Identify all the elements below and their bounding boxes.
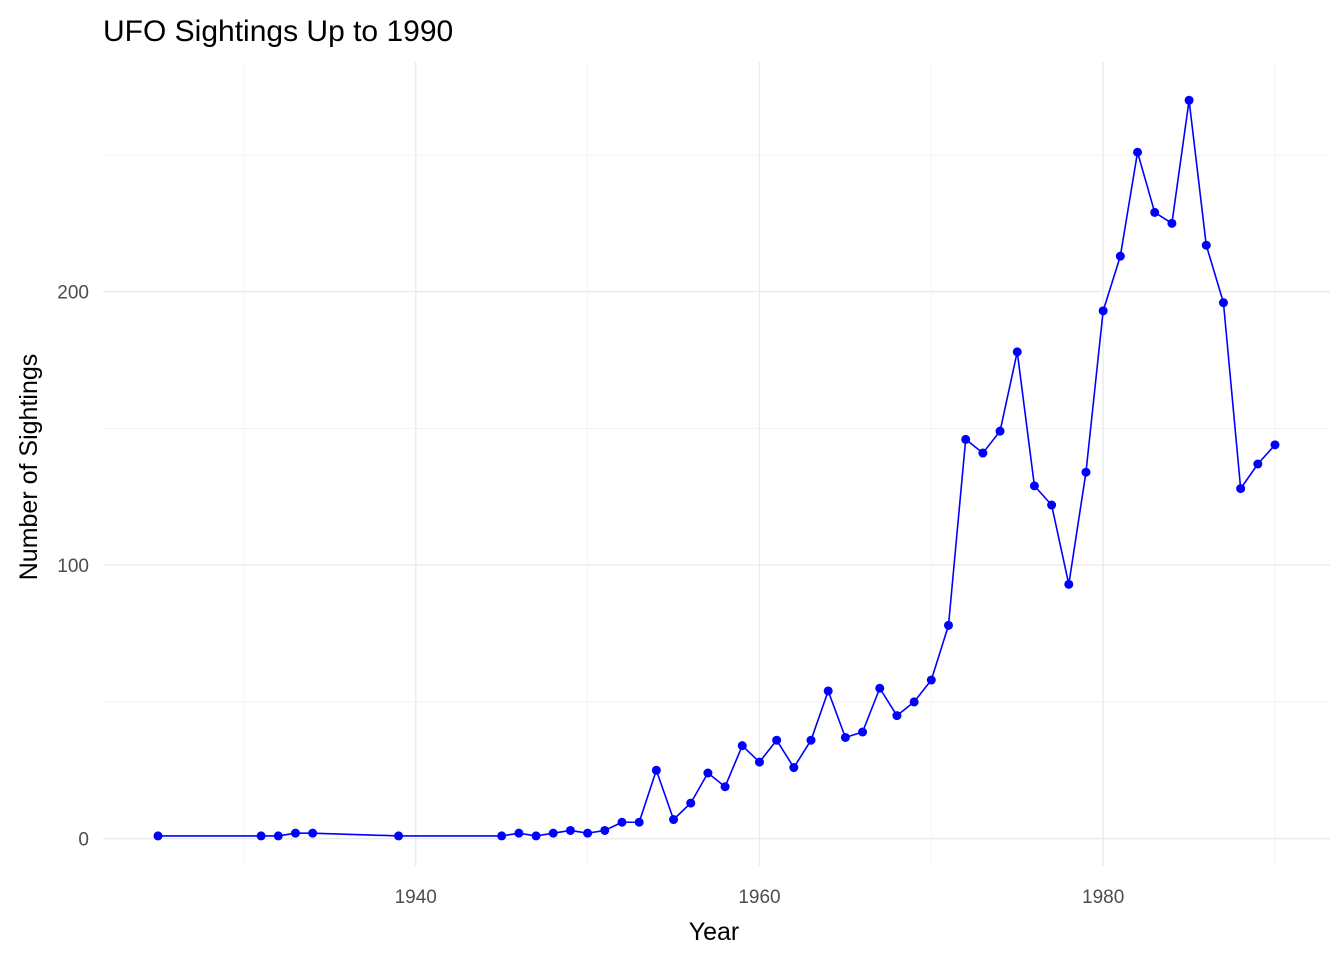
data-point [995,426,1005,436]
data-point [909,697,919,707]
y-axis-ticks: 0 100 200 [57,283,89,851]
x-axis-ticks: 1940 1960 1980 [395,887,1125,908]
data-point [858,727,868,737]
data-point [1064,579,1074,589]
data-point [394,831,404,841]
data-point [1150,207,1160,217]
data-point [1184,95,1194,105]
data-point [651,765,661,775]
x-axis-title: Year [689,918,740,946]
data-point [290,828,300,838]
data-point [634,817,644,827]
data-point [153,831,163,841]
series-line [157,99,1276,837]
y-tick-label: 200 [57,283,89,304]
data-point [617,817,627,827]
data-point [497,831,507,841]
data-point [789,763,799,773]
data-point [943,620,953,630]
data-point [1115,251,1125,261]
data-point [1098,306,1108,316]
data-point [669,815,679,825]
data-point [1081,467,1091,477]
data-point [806,735,816,745]
data-point [1253,459,1263,469]
data-point [514,828,524,838]
data-point [892,711,902,721]
data-point [840,732,850,742]
data-point [256,831,266,841]
data-point [308,828,318,838]
series-layer [153,95,1280,841]
grid [103,62,1330,866]
data-point [720,782,730,792]
y-tick-label: 0 [78,830,89,851]
data-point [737,741,747,751]
data-point [754,757,764,767]
data-point [823,686,833,696]
data-point [1236,484,1246,494]
data-point [772,735,782,745]
x-tick-label: 1940 [395,887,437,908]
data-point [1047,500,1057,510]
data-point [531,831,541,841]
data-point [273,831,283,841]
data-point [703,768,713,778]
data-point [600,825,610,835]
data-point [961,434,971,444]
x-tick-label: 1980 [1082,887,1124,908]
data-point [548,828,558,838]
data-point [875,683,885,693]
x-tick-label: 1960 [738,887,780,908]
data-point [1270,440,1280,450]
data-point [978,448,988,458]
data-point [1133,147,1143,157]
data-point [1012,347,1022,357]
data-point [565,825,575,835]
data-point [1218,298,1228,308]
data-point [686,798,696,808]
data-point [1167,218,1177,228]
y-tick-label: 100 [57,556,89,577]
chart-title: UFO Sightings Up to 1990 [103,15,453,48]
y-axis-title: Number of Sightings [15,354,43,581]
data-point [1201,240,1211,250]
data-point [583,828,593,838]
data-point [1029,481,1039,491]
data-point [926,675,936,685]
